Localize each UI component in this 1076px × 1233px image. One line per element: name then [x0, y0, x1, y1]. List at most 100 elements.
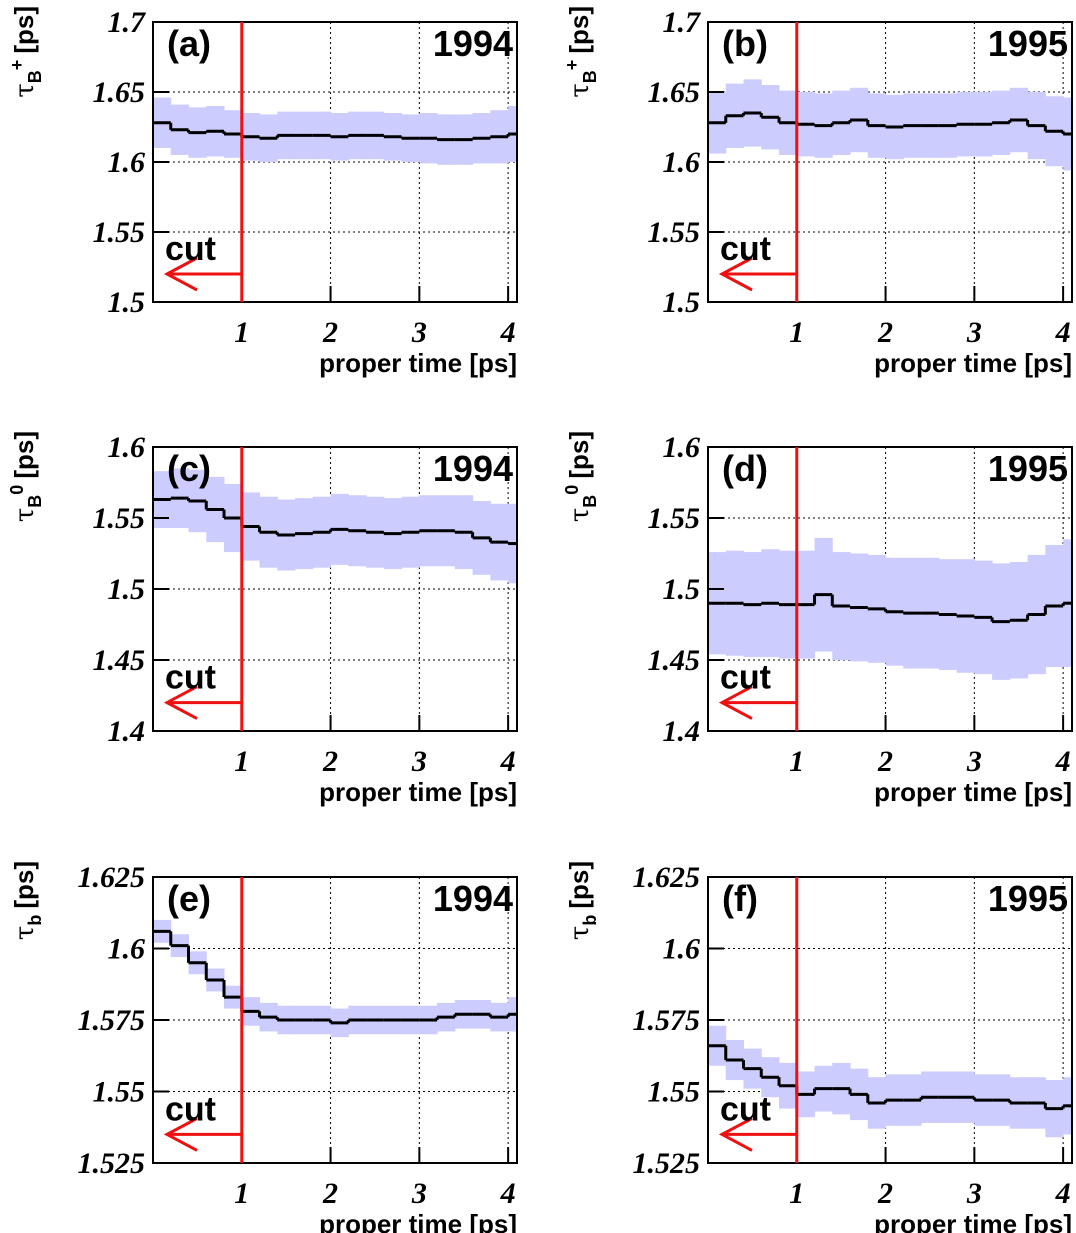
x-tick-label: 1: [789, 1177, 804, 1210]
y-axis-label: τB0 [ps]: [7, 431, 45, 522]
y-tick-label: 1.525: [78, 1147, 146, 1180]
y-tick-label: 1.5: [663, 573, 701, 606]
y-label-subscript: B: [25, 495, 45, 508]
y-tick-label: 1.55: [648, 216, 701, 249]
x-tick-label: 3: [411, 1177, 427, 1210]
x-tick-label: 4: [1055, 316, 1071, 349]
y-tick-label: 1.5: [108, 286, 146, 319]
y-axis-label: τb [ps]: [9, 861, 45, 940]
x-tick-label: 3: [966, 1177, 982, 1210]
x-tick-label: 2: [322, 316, 338, 349]
y-axis-label: τB+ [ps]: [7, 6, 45, 98]
y-tick-label: 1.65: [648, 76, 701, 109]
panel-label: (b): [722, 23, 768, 64]
panel: 1.5 1.55 1.6 1.65 1.7 1 2 3 4 cut (b) 1995 proper ti…: [562, 6, 1073, 378]
panel-label: (a): [167, 23, 211, 64]
y-tick-label: 1.625: [633, 861, 701, 894]
x-tick-label: 1: [789, 745, 804, 778]
x-tick-label: 1: [789, 316, 804, 349]
y-tick-label: 1.55: [93, 502, 146, 535]
y-tick-label: 1.45: [93, 644, 146, 677]
y-tick-label: 1.575: [78, 1004, 146, 1037]
y-tick-label: 1.55: [648, 502, 701, 535]
year-label: 1994: [433, 448, 513, 489]
x-axis-label: proper time [ps]: [874, 777, 1072, 807]
panel-label: (e): [167, 878, 211, 919]
y-tick-label: 1.7: [663, 6, 702, 39]
y-tick-label: 1.575: [633, 1004, 701, 1037]
x-tick-label: 4: [1055, 745, 1071, 778]
x-tick-label: 4: [500, 316, 516, 349]
x-axis-label: proper time [ps]: [319, 1209, 517, 1233]
y-tick-label: 1.6: [663, 146, 701, 179]
panel-label: (f): [722, 878, 758, 919]
y-tick-label: 1.6: [663, 933, 701, 966]
annotation: cut: [720, 1090, 771, 1128]
x-tick-label: 2: [322, 745, 338, 778]
cut-arrow: [163, 1117, 242, 1152]
annotation: cut: [165, 1090, 216, 1128]
y-tick-label: 1.55: [93, 216, 146, 249]
panel: 1.525 1.55 1.575 1.6 1.625 1 2 3 4 cut (f) 1995 prop…: [564, 861, 1073, 1233]
y-label-superscript: +: [562, 60, 582, 71]
y-tick-label: 1.45: [648, 644, 701, 677]
y-label-unit: [ps]: [9, 431, 39, 479]
cut-arrow: [718, 1117, 797, 1152]
x-tick-label: 3: [411, 745, 427, 778]
year-label: 1995: [988, 23, 1068, 64]
y-axis-label: τB0 [ps]: [562, 431, 600, 522]
panel-label: (d): [722, 448, 768, 489]
year-label: 1994: [433, 23, 513, 64]
y-label-subscript: b: [580, 915, 600, 926]
annotation: cut: [165, 230, 216, 268]
x-tick-label: 4: [500, 745, 516, 778]
y-label-unit: [ps]: [9, 861, 39, 909]
y-tick-label: 1.625: [78, 861, 146, 894]
panel: 1.4 1.45 1.5 1.55 1.6 1 2 3 4 cut (d) 1995 proper ti…: [562, 431, 1073, 807]
y-tick-label: 1.4: [663, 715, 701, 748]
panel: 1.525 1.55 1.575 1.6 1.625 1 2 3 4 cut (e) 1994 prop…: [9, 861, 518, 1233]
cut-arrow: [163, 685, 242, 720]
y-label-unit: [ps]: [564, 431, 594, 479]
x-tick-label: 4: [1055, 1177, 1071, 1210]
x-tick-label: 3: [966, 745, 982, 778]
x-tick-label: 2: [322, 1177, 338, 1210]
x-axis-label: proper time [ps]: [874, 348, 1072, 378]
y-label-subscript: B: [25, 70, 45, 83]
x-tick-label: 1: [234, 316, 249, 349]
x-tick-label: 2: [877, 745, 893, 778]
x-tick-label: 4: [500, 1177, 516, 1210]
y-label-unit: [ps]: [564, 6, 594, 54]
y-label-subscript: B: [580, 495, 600, 508]
x-axis-label: proper time [ps]: [319, 348, 517, 378]
y-label-subscript: b: [25, 915, 45, 926]
x-tick-label: 2: [877, 316, 893, 349]
y-label-superscript: +: [7, 60, 27, 71]
y-label-unit: [ps]: [564, 861, 594, 909]
y-tick-label: 1.6: [663, 431, 701, 464]
cut-arrow: [718, 685, 797, 720]
panel: 1.4 1.45 1.5 1.55 1.6 1 2 3 4 cut (c) 1994 proper ti…: [7, 431, 518, 807]
annotation: cut: [165, 659, 216, 697]
y-label-symbol: τ: [565, 83, 595, 97]
y-label-superscript: 0: [7, 485, 27, 495]
x-tick-label: 1: [234, 745, 249, 778]
y-tick-label: 1.6: [108, 431, 146, 464]
y-label-symbol: τ: [10, 508, 40, 522]
annotation: cut: [720, 230, 771, 268]
y-label-symbol: τ: [565, 508, 595, 522]
y-tick-label: 1.4: [108, 715, 146, 748]
y-tick-label: 1.5: [663, 286, 701, 319]
y-label-unit: [ps]: [9, 6, 39, 54]
y-tick-label: 1.525: [633, 1147, 701, 1180]
x-tick-label: 2: [877, 1177, 893, 1210]
y-label-superscript: 0: [562, 485, 582, 495]
annotation: cut: [720, 659, 771, 697]
y-tick-label: 1.7: [108, 6, 147, 39]
y-axis-label: τb [ps]: [564, 861, 600, 940]
panel: 1.5 1.55 1.6 1.65 1.7 1 2 3 4 cut (a) 1994 proper ti…: [7, 6, 518, 378]
x-tick-label: 3: [966, 316, 982, 349]
panel-label: (c): [167, 448, 211, 489]
y-label-subscript: B: [580, 70, 600, 83]
